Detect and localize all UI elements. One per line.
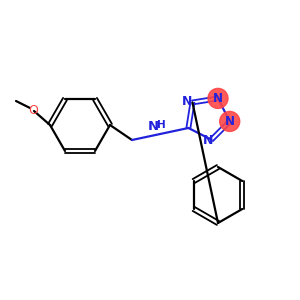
- Text: N: N: [203, 134, 214, 147]
- Text: O: O: [28, 103, 38, 116]
- Text: H: H: [157, 120, 166, 130]
- Circle shape: [220, 111, 240, 131]
- Text: N: N: [182, 95, 193, 108]
- Circle shape: [208, 88, 228, 108]
- Text: N: N: [213, 92, 223, 105]
- Text: N: N: [225, 115, 235, 128]
- Text: N: N: [148, 121, 159, 134]
